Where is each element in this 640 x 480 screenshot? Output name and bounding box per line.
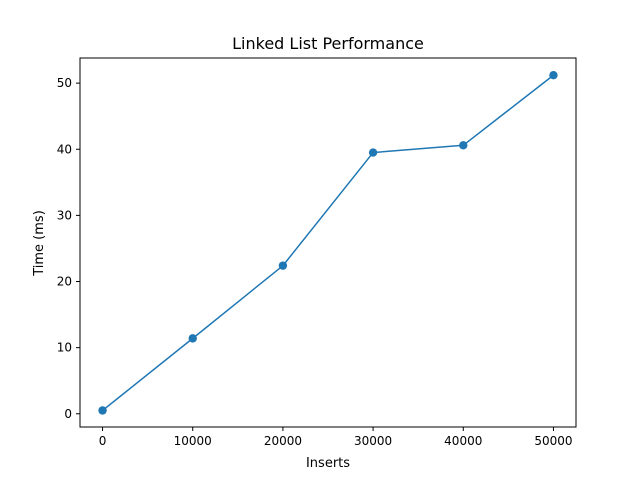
y-tick-label: 10 bbox=[57, 341, 72, 355]
axis-ticks: 0 10000 20000 30000 40000 50000 0 10 20 30 40 50 bbox=[57, 76, 573, 448]
x-tick-label: 10000 bbox=[174, 434, 212, 448]
data-point bbox=[368, 148, 378, 157]
y-tick-label: 20 bbox=[57, 275, 72, 289]
y-axis-label: Time (ms) bbox=[32, 210, 47, 277]
data-point bbox=[188, 334, 197, 343]
data-point bbox=[459, 141, 468, 150]
series-line bbox=[101, 74, 555, 412]
x-tick-label: 30000 bbox=[354, 434, 392, 448]
x-tick-label: 40000 bbox=[444, 434, 482, 448]
plot-frame bbox=[79, 57, 577, 428]
y-tick-label: 40 bbox=[57, 142, 72, 156]
x-tick-label: 0 bbox=[99, 434, 107, 448]
y-tick-label: 30 bbox=[57, 208, 72, 222]
x-tick-label: 20000 bbox=[264, 434, 302, 448]
y-tick-label: 0 bbox=[64, 407, 72, 421]
data-point bbox=[98, 406, 107, 415]
x-axis-label: Inserts bbox=[306, 456, 350, 471]
data-point bbox=[549, 70, 558, 80]
data-point bbox=[278, 261, 288, 270]
y-tick-label: 50 bbox=[57, 76, 72, 90]
x-tick-label: 50000 bbox=[534, 434, 572, 448]
plot-area bbox=[98, 70, 558, 415]
chart-title: Linked List Performance bbox=[232, 34, 424, 53]
